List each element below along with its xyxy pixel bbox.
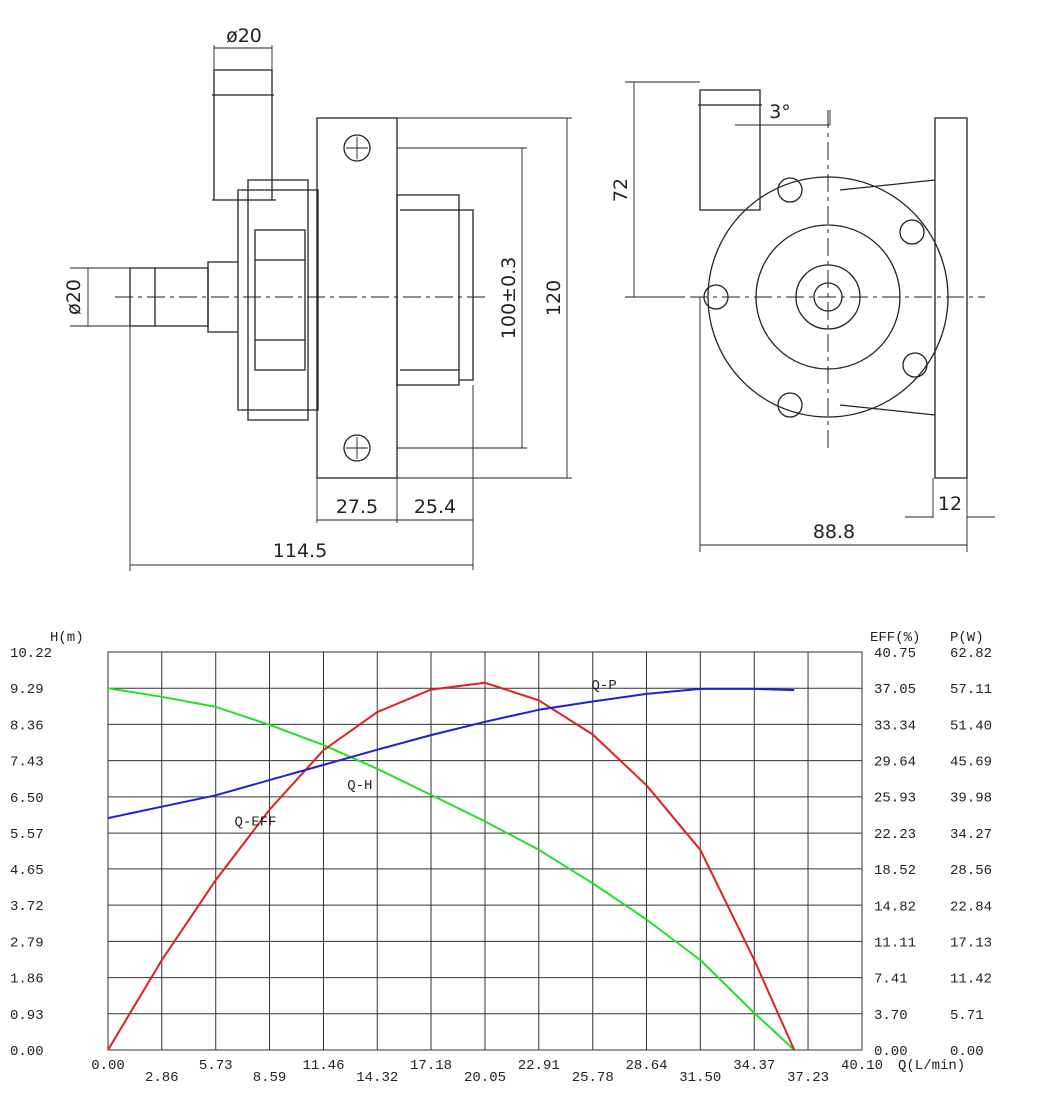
y-tick-label: 3.72 [10,899,44,915]
y-tick-label: 8.36 [10,718,44,734]
x-tick-label: 28.64 [626,1058,668,1074]
dimension: 3° [769,101,791,123]
y3-tick-label: 22.84 [950,899,992,915]
dimension: 12 [938,493,962,515]
series-label: Q-EFF [235,815,277,831]
y2-tick-label: 0.00 [874,1044,908,1060]
drawing: ø20 ø20 27.5 25.4 114.5 100±0.3 120 72 3… [63,25,995,571]
x-tick-label: 2.86 [145,1070,179,1086]
y2-tick-label: 7.41 [874,972,908,988]
y2-tick-label: 29.64 [874,755,916,771]
y-tick-label: 0.00 [10,1044,44,1060]
y3-tick-label: 34.27 [950,827,992,843]
line [107,681,796,1051]
x-tick-label: 22.91 [518,1058,560,1074]
y2-tick-label: 40.75 [874,646,916,662]
y2-tick-label: 22.23 [874,827,916,843]
x-tick-label: 0.00 [91,1058,125,1074]
y-tick-label: 10.22 [10,646,52,662]
chart: H(m) EFF(%) P(W) 0.00 2.86 5.73 8.59 11.46 14… [10,630,992,1086]
y2-tick-label: 25.93 [874,791,916,807]
y2-tick-label: 3.70 [874,1008,908,1024]
dimension: 25.4 [414,496,456,518]
x-tick-label: 8.59 [253,1070,287,1086]
y3-tick-label: 39.98 [950,791,992,807]
y3-tick-label: 51.40 [950,718,992,734]
side-view [70,45,572,571]
y2-tick-label: 11.11 [874,935,916,951]
dimension: 100±0.3 [498,257,520,339]
dimension: 27.5 [336,496,378,518]
series-label: Q-P [592,678,617,694]
dimension: ø20 [226,25,262,47]
x-tick-label: 20.05 [464,1070,506,1086]
y3-tick-label: 17.13 [950,935,992,951]
y3-tick-label: 62.82 [950,646,992,662]
x-tick-label: 14.32 [356,1070,398,1086]
dimension: 88.8 [813,521,855,543]
x-tick-label: 17.18 [410,1058,452,1074]
y2-axis-label: EFF(%) [870,630,920,646]
dimension: 120 [543,280,565,316]
y3-tick-label: 28.56 [950,863,992,879]
y-axis-label: H(m) [50,630,84,646]
y3-tick-label: 45.69 [950,755,992,771]
y3-axis-label: P(W) [950,630,984,646]
x-tick-label: 31.50 [679,1070,721,1086]
series-label: Q-H [347,778,372,794]
y3-tick-label: 5.71 [950,1008,984,1024]
y-tick-label: 2.79 [10,935,44,951]
dimension: 114.5 [273,540,327,562]
y3-tick-label: 0.00 [950,1044,984,1060]
x-tick-label: 5.73 [199,1058,233,1074]
dimension: ø20 [63,279,85,315]
line [107,687,795,1051]
y3-tick-label: 11.42 [950,972,992,988]
dimension: 72 [610,178,632,202]
x-tick-label: 25.78 [572,1070,614,1086]
y-tick-label: 6.50 [10,791,44,807]
x-tick-label: 11.46 [302,1058,344,1074]
y3-tick-label: 57.11 [950,682,992,698]
line [107,687,795,820]
y2-tick-label: 33.34 [874,718,916,734]
y2-tick-label: 37.05 [874,682,916,698]
y-tick-label: 7.43 [10,755,44,771]
y-tick-label: 4.65 [10,863,44,879]
y-tick-label: 5.57 [10,827,44,843]
y2-tick-label: 14.82 [874,899,916,915]
y-tick-label: 9.29 [10,682,44,698]
x-tick-label: 37.23 [787,1070,829,1086]
x-axis-label: Q(L/min) [898,1058,965,1074]
y2-tick-label: 18.52 [874,863,916,879]
x-tick-label: 40.10 [841,1058,883,1074]
y-tick-label: 0.93 [10,1008,44,1024]
front-view [625,81,995,552]
x-tick-label: 34.37 [733,1058,775,1074]
y-tick-label: 1.86 [10,972,44,988]
